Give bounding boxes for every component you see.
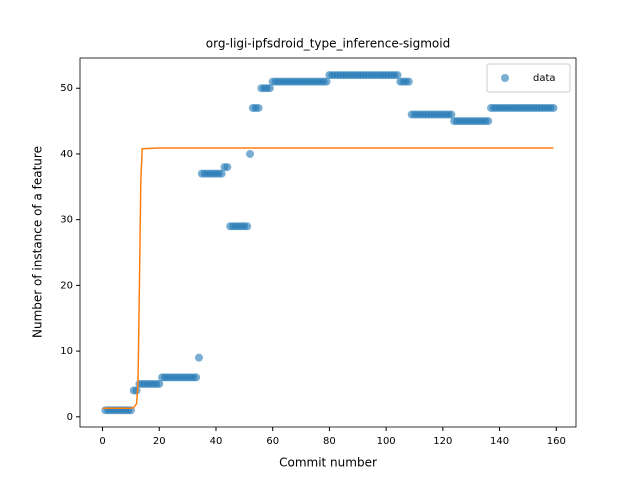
data-point <box>194 353 203 362</box>
data-point <box>132 386 141 395</box>
data-point <box>155 379 164 388</box>
y-tick-label: 0 <box>67 412 73 423</box>
x-tick-label: 0 <box>99 436 105 447</box>
data-point <box>192 373 201 382</box>
x-tick-label: 40 <box>210 436 223 447</box>
data-point <box>246 149 255 158</box>
y-tick-label: 30 <box>60 215 73 226</box>
y-tick-label: 10 <box>60 346 73 357</box>
x-axis-label: Commit number <box>279 456 377 470</box>
y-tick-label: 40 <box>60 149 73 160</box>
legend-marker <box>501 74 509 82</box>
x-tick-label: 20 <box>153 436 166 447</box>
x-tick-label: 140 <box>490 436 509 447</box>
legend-box <box>486 63 571 93</box>
x-tick-label: 160 <box>547 436 566 447</box>
data-point <box>254 103 263 112</box>
y-axis-label: Number of instance of a feature <box>31 146 45 338</box>
y-tick-label: 50 <box>60 83 73 94</box>
legend-label: data <box>533 73 556 84</box>
data-point <box>404 77 413 86</box>
x-tick-label: 100 <box>377 436 396 447</box>
fit-line <box>102 147 554 410</box>
x-tick-label: 120 <box>433 436 452 447</box>
chart-title: org-ligi-ipfsdroid_type_inference-sigmoi… <box>206 37 450 51</box>
data-point <box>265 84 274 93</box>
data-point <box>243 222 252 231</box>
axes-frame <box>79 57 577 428</box>
x-tick-label: 60 <box>266 436 279 447</box>
data-point <box>549 103 558 112</box>
y-tick-label: 20 <box>60 280 73 291</box>
data-point <box>322 77 331 86</box>
x-tick-label: 80 <box>323 436 336 447</box>
data-point <box>223 163 232 172</box>
data-point <box>484 117 493 126</box>
data-point <box>217 169 226 178</box>
data-point <box>393 71 402 80</box>
data-point <box>447 110 456 119</box>
